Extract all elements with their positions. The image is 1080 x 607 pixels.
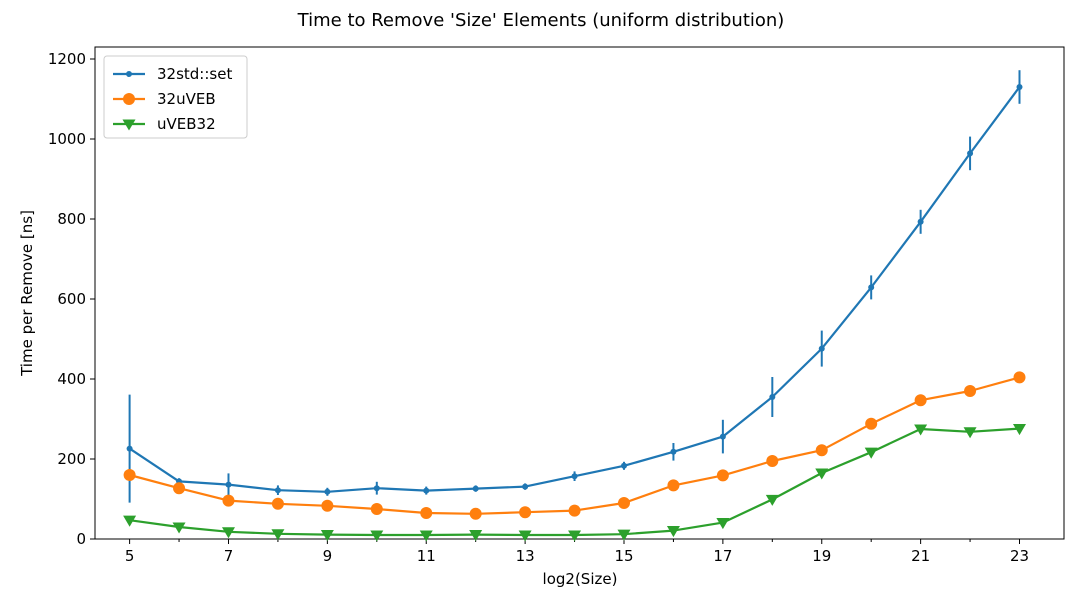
- plot-frame: [94, 46, 1065, 540]
- data-point: [617, 497, 630, 509]
- data-point: [123, 515, 137, 527]
- data-point: [666, 526, 680, 538]
- data-point: [765, 494, 779, 506]
- data-point: [568, 504, 581, 517]
- x-tick-label: 13: [516, 547, 535, 565]
- data-point: [1013, 371, 1026, 384]
- data-point: [914, 424, 928, 436]
- series-1: [123, 371, 1026, 520]
- data-point: [172, 522, 186, 534]
- data-point: [221, 527, 235, 539]
- data-point: [222, 494, 235, 507]
- data-point: [123, 469, 136, 481]
- data-point: [519, 506, 532, 519]
- series-0: [126, 70, 1023, 503]
- data-point: [620, 462, 627, 469]
- data-point: [469, 530, 483, 542]
- x-tick-label: 5: [125, 547, 135, 565]
- data-point: [370, 503, 383, 515]
- data-point: [868, 284, 875, 291]
- y-axis-label: Time per Remove [ns]: [18, 210, 36, 377]
- x-tick-label: 17: [713, 547, 732, 565]
- data-point: [518, 530, 532, 542]
- y-tick-label: 400: [57, 370, 86, 388]
- data-point: [667, 479, 680, 492]
- x-tick-label: 15: [614, 547, 633, 565]
- data-point: [1013, 424, 1027, 436]
- data-point: [126, 445, 133, 452]
- legend-marker: [123, 93, 135, 105]
- x-tick-label: 21: [911, 547, 930, 565]
- chart-title: Time to Remove 'Size' Elements (uniform …: [297, 10, 785, 31]
- y-tick-label: 1000: [48, 130, 86, 148]
- data-point: [716, 469, 729, 482]
- data-point: [716, 518, 730, 530]
- data-point: [370, 530, 384, 542]
- y-tick-label: 0: [76, 530, 86, 548]
- data-point: [324, 488, 331, 495]
- plot-area: 0 200 400 600 800 1000 1200 5 7 9 11 13 15 17 19 21 23: [48, 46, 1065, 565]
- x-tick-label: 19: [812, 547, 831, 565]
- y-tick-label: 1200: [48, 50, 86, 68]
- data-point: [320, 530, 334, 542]
- x-axis-label: log2(Size): [543, 570, 618, 588]
- data-point: [815, 468, 829, 480]
- legend-label: 32uVEB: [157, 90, 216, 108]
- data-point: [864, 447, 878, 459]
- data-point: [274, 487, 281, 494]
- data-point: [670, 448, 677, 455]
- data-point: [271, 497, 284, 510]
- y-axis: 0 200 400 600 800 1000 1200: [48, 50, 95, 548]
- legend-entry: 32std::set: [113, 65, 232, 83]
- y-tick-label: 200: [57, 450, 86, 468]
- data-point: [571, 473, 578, 480]
- data-point: [472, 485, 479, 492]
- x-tick-label: 23: [1010, 547, 1029, 565]
- legend-entry: uVEB32: [113, 115, 216, 133]
- legend-label: 32std::set: [157, 65, 232, 83]
- data-point: [568, 530, 582, 542]
- legend-marker: [126, 71, 132, 77]
- data-point: [225, 481, 232, 488]
- data-point: [914, 394, 927, 407]
- data-point: [617, 529, 631, 541]
- x-tick-label: 7: [224, 547, 234, 565]
- data-point: [719, 433, 726, 440]
- data-point: [766, 455, 779, 467]
- data-point: [963, 427, 977, 439]
- data-point: [1016, 84, 1023, 90]
- data-point: [967, 150, 974, 157]
- data-point: [321, 499, 334, 512]
- data-point: [469, 507, 482, 520]
- y-tick-label: 600: [57, 290, 86, 308]
- x-tick-label: 11: [417, 547, 436, 565]
- data-point: [271, 529, 285, 541]
- data-point: [865, 417, 878, 430]
- y-tick-label: 800: [57, 210, 86, 228]
- data-point: [769, 394, 776, 400]
- x-tick-label: 9: [323, 547, 333, 565]
- data-point: [419, 530, 433, 542]
- data-point: [173, 482, 186, 495]
- series-2: [123, 424, 1027, 542]
- data-point: [522, 483, 529, 490]
- data-point: [423, 487, 430, 494]
- data-point: [917, 218, 924, 225]
- data-point: [373, 485, 380, 492]
- legend-marker: [122, 119, 136, 131]
- legend-label: uVEB32: [157, 115, 216, 133]
- data-point: [964, 385, 977, 397]
- series-layer: [123, 70, 1027, 542]
- data-point: [815, 444, 828, 457]
- x-axis: 5 7 9 11 13 15 17 19 21 23: [125, 539, 1029, 565]
- legend-entry: 32uVEB: [113, 90, 216, 108]
- legend-box: [103, 55, 248, 139]
- data-point: [818, 345, 825, 352]
- data-point: [420, 507, 433, 519]
